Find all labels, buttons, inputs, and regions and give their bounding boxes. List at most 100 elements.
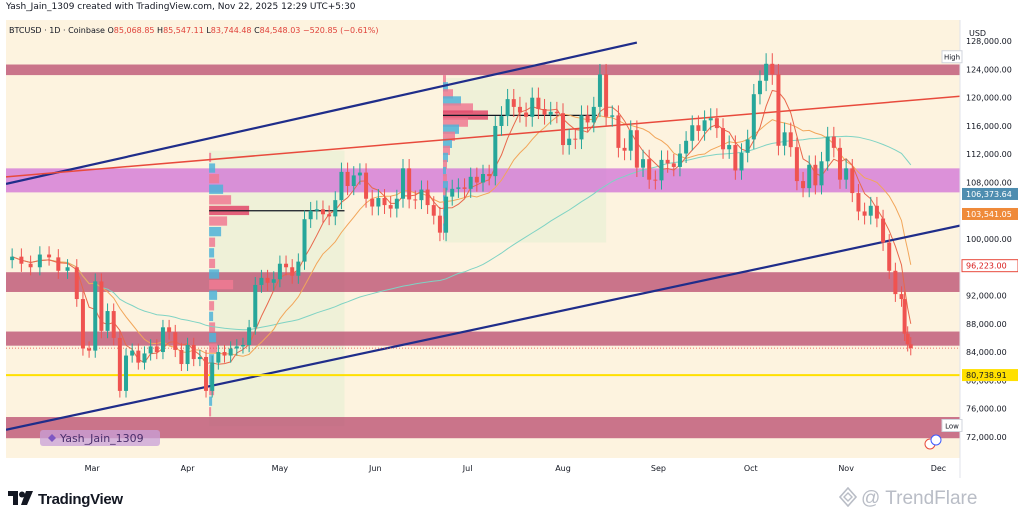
- volume-profile-0-bar-0: [209, 152, 212, 163]
- candle-body: [887, 242, 892, 271]
- candle-body: [825, 136, 830, 162]
- candle-body: [813, 164, 818, 186]
- legend-high: 85,547.11: [163, 26, 204, 35]
- candle-body: [320, 209, 325, 215]
- candle-body: [893, 270, 898, 295]
- candle-body: [554, 111, 559, 114]
- candle-body: [905, 333, 910, 345]
- y-tick-label: 120,000.00: [966, 94, 1012, 103]
- candle-body: [524, 112, 529, 117]
- volume-profile-1-bar-13: [442, 166, 446, 177]
- candle-body: [210, 362, 215, 391]
- candle-body: [56, 257, 61, 271]
- volume-profile-1-bar-0: [442, 75, 446, 85]
- candle-body: [499, 116, 504, 126]
- x-tick-label: Nov: [838, 464, 854, 473]
- legend-open: 85,068.85: [113, 26, 155, 35]
- y-tick-label: 100,000.00: [966, 235, 1012, 244]
- price-tag-bg: [962, 187, 1018, 200]
- candle-body: [481, 174, 485, 183]
- volume-profile-1-bar-22: [442, 230, 444, 240]
- candle-body: [659, 159, 664, 181]
- volume-profile-0-bar-12: [209, 279, 234, 290]
- volume-profile-1-bar-14: [442, 174, 447, 184]
- x-tick-label: Aug: [555, 464, 571, 473]
- volume-profile-0-bar-13: [209, 290, 218, 300]
- volume-profile-0-bar-14: [209, 301, 215, 311]
- legend-high-label: H: [157, 26, 164, 35]
- volume-profile-1-bar-8: [442, 131, 455, 141]
- candle-body: [868, 205, 873, 216]
- time-axis-bg: [6, 458, 960, 478]
- candle-body: [296, 261, 301, 276]
- candle-body: [677, 153, 682, 167]
- candle-body: [831, 136, 836, 148]
- candle-body: [690, 125, 695, 141]
- y-tick-label: 72,000.00: [966, 433, 1007, 442]
- y-tick-label: 116,000.00: [966, 122, 1012, 131]
- volume-profile-0-bar-3: [209, 184, 224, 194]
- candle-body: [277, 263, 282, 280]
- candle-body: [505, 99, 510, 117]
- candle-body: [271, 279, 276, 283]
- author-badge-bg: [40, 430, 160, 446]
- candle-body: [856, 193, 861, 212]
- tradingview-logo[interactable]: TradingView: [8, 491, 123, 508]
- candle-body: [253, 284, 258, 328]
- trendflare-logo-icon: [838, 487, 858, 507]
- header-text: Yash_Jain_1309 created with TradingView.…: [6, 2, 356, 12]
- candle-body: [702, 120, 707, 131]
- legend-close-label: C: [254, 26, 260, 35]
- volume-profile-1-bar-9: [442, 138, 452, 148]
- candle-body: [228, 348, 233, 356]
- volume-profile-0-bar-9: [209, 248, 215, 258]
- candle-body: [314, 209, 319, 211]
- candle-body: [536, 97, 541, 110]
- candle-body: [351, 175, 356, 187]
- candle-body: [191, 344, 196, 360]
- candle-body: [364, 172, 369, 199]
- volume-profile-1-bar-21: [442, 223, 445, 233]
- candle-body: [413, 199, 418, 201]
- candle-body: [400, 168, 405, 199]
- volume-profile-1-bar-7: [442, 124, 459, 134]
- price-tag-label: 106,373.64: [966, 190, 1012, 199]
- candle-body: [339, 171, 344, 201]
- candle-body: [284, 263, 289, 268]
- candle-body: [437, 215, 442, 233]
- candle-body: [862, 211, 867, 216]
- candle-body: [179, 349, 184, 365]
- candle-body: [908, 344, 913, 349]
- candle-body: [899, 294, 904, 300]
- candle-body: [548, 111, 553, 115]
- volume-profile-0-bar-24: [209, 407, 212, 417]
- legend-close: 84,548.03: [259, 26, 301, 35]
- candle-body: [419, 189, 424, 201]
- candle-body: [222, 352, 227, 356]
- candle-body: [185, 344, 190, 365]
- candle-body: [641, 159, 646, 168]
- candle-body: [733, 145, 738, 171]
- candle-body: [511, 99, 516, 107]
- volume-profile-1-bar-10: [442, 145, 450, 156]
- event-flag-icon: [930, 434, 942, 446]
- candle-body: [130, 350, 135, 356]
- watermark-text: @ TrendFlare: [861, 488, 978, 509]
- candle-body: [394, 198, 399, 209]
- candle-body: [160, 327, 165, 353]
- price-tag-bg: [961, 259, 1018, 273]
- candle-body: [708, 118, 713, 121]
- candle-body: [216, 352, 221, 363]
- chart-frame[interactable]: USD 128,000.00 124,000.00 120,000.00 116,000…: [6, 20, 1018, 478]
- candle-body: [757, 80, 762, 95]
- candle-body: [517, 106, 522, 113]
- x-tick-label: Jul: [462, 464, 473, 473]
- candle-body: [844, 168, 849, 180]
- candle-body: [751, 94, 756, 140]
- y-tick-label: 92,000.00: [966, 292, 1007, 301]
- y-tick-label: 108,000.00: [966, 178, 1012, 187]
- y-tick-label: 124,000.00: [966, 65, 1012, 74]
- candle-body: [837, 147, 842, 180]
- candle-body: [247, 327, 252, 345]
